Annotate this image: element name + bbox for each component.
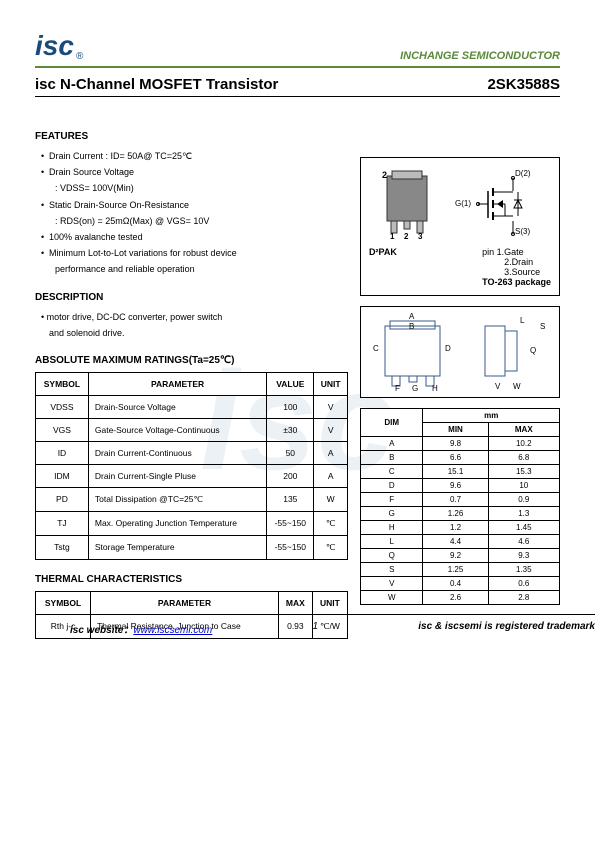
header: isc ® INCHANGE SEMICONDUCTOR bbox=[35, 30, 560, 68]
svg-text:D: D bbox=[445, 344, 451, 353]
website-label: isc website： bbox=[70, 625, 133, 636]
product-title: isc N-Channel MOSFET Transistor bbox=[35, 76, 278, 93]
content: FEATURES Drain Current : ID= 50A@ TC=25℃… bbox=[35, 117, 560, 639]
dimension-drawing-box: A B C D F H G L S Q V W bbox=[360, 306, 560, 398]
package-diagram-box: 2 1 2 3 D(2) G(1) S(3) bbox=[360, 157, 560, 296]
feature-item: Static Drain-Source On-Resistance bbox=[41, 197, 348, 213]
pin3-label: 3.Source bbox=[482, 267, 551, 277]
table-row: Q9.29.3 bbox=[361, 549, 560, 563]
svg-text:W: W bbox=[513, 382, 521, 391]
ratings-table: SYMBOL PARAMETER VALUE UNIT VDSSDrain-So… bbox=[35, 372, 348, 560]
logo-text: isc bbox=[35, 30, 74, 62]
svg-text:S: S bbox=[540, 322, 545, 331]
table-header-row: DIM mm bbox=[361, 409, 560, 423]
website-link[interactable]: www.iscsemi.com bbox=[133, 625, 212, 636]
features-heading: FEATURES bbox=[35, 131, 348, 142]
logo: isc ® bbox=[35, 30, 83, 62]
table-header-row: SYMBOL PARAMETER VALUE UNIT bbox=[36, 372, 348, 395]
col-unit: UNIT bbox=[312, 591, 347, 614]
col-parameter: PARAMETER bbox=[88, 372, 266, 395]
table-row: A9.810.2 bbox=[361, 437, 560, 451]
d2pak-icon: 2 1 2 3 bbox=[377, 166, 437, 241]
pin1-label: pin 1.Gate bbox=[482, 247, 551, 257]
svg-text:G: G bbox=[412, 384, 418, 391]
feature-item: Drain Current : ID= 50A@ TC=25℃ bbox=[41, 148, 348, 164]
package-name: D²PAK bbox=[369, 247, 397, 287]
col-unit: UNIT bbox=[314, 372, 348, 395]
table-row: W2.62.8 bbox=[361, 591, 560, 605]
table-row: L4.44.6 bbox=[361, 535, 560, 549]
table-row: G1.261.3 bbox=[361, 507, 560, 521]
svg-text:G(1): G(1) bbox=[455, 199, 471, 208]
feature-sub: performance and reliable operation bbox=[41, 261, 348, 277]
package-image: 2 1 2 3 bbox=[377, 166, 437, 243]
table-row: VGSGate-Source Voltage-Continuous±30V bbox=[36, 418, 348, 441]
package-type: TO-263 package bbox=[482, 277, 551, 287]
feature-sub: : RDS(on) = 25mΩ(Max) @ VGS= 10V bbox=[41, 213, 348, 229]
ratings-heading: ABSOLUTE MAXIMUM RATINGS(Ta=25℃) bbox=[35, 355, 348, 366]
svg-text:A: A bbox=[409, 312, 415, 321]
svg-text:B: B bbox=[409, 322, 414, 331]
table-row: F0.70.9 bbox=[361, 493, 560, 507]
mosfet-icon: D(2) G(1) S(3) bbox=[453, 166, 543, 241]
table-row: PDTotal Dissipation @TC=25℃135W bbox=[36, 487, 348, 511]
part-number: 2SK3588S bbox=[487, 76, 560, 93]
page-number: 1 bbox=[312, 621, 318, 636]
col-symbol: SYMBOL bbox=[36, 591, 91, 614]
footer: isc website：www.iscsemi.com 1 isc & iscs… bbox=[70, 614, 595, 636]
svg-text:Q: Q bbox=[530, 346, 536, 355]
table-row: D9.610 bbox=[361, 479, 560, 493]
mosfet-symbol: D(2) G(1) S(3) bbox=[453, 166, 543, 243]
table-row: B6.66.8 bbox=[361, 451, 560, 465]
svg-text:L: L bbox=[520, 316, 525, 325]
col-symbol: SYMBOL bbox=[36, 372, 89, 395]
dimension-drawing-icon: A B C D F H G L S Q V W bbox=[365, 311, 555, 391]
pin2-label: 2.Drain bbox=[482, 257, 551, 267]
feature-item: 100% avalanche tested bbox=[41, 229, 348, 245]
table-row: IDDrain Current-Continuous50A bbox=[36, 441, 348, 464]
svg-text:D(2): D(2) bbox=[515, 169, 531, 178]
feature-item: Minimum Lot-to-Lot variations for robust… bbox=[41, 245, 348, 261]
company-name: INCHANGE SEMICONDUCTOR bbox=[400, 50, 560, 62]
table-row: VDSSDrain-Source Voltage100V bbox=[36, 395, 348, 418]
svg-text:2: 2 bbox=[382, 170, 387, 180]
col-max: MAX bbox=[278, 591, 312, 614]
col-min: MIN bbox=[423, 423, 488, 437]
thermal-heading: THERMAL CHARACTERISTICS bbox=[35, 574, 348, 585]
table-row: TstgStorage Temperature-55~150℃ bbox=[36, 535, 348, 559]
svg-text:V: V bbox=[495, 382, 501, 391]
table-row: V0.40.6 bbox=[361, 577, 560, 591]
left-column: FEATURES Drain Current : ID= 50A@ TC=25℃… bbox=[35, 117, 348, 639]
description-text: motor drive, DC-DC converter, power swit… bbox=[35, 309, 348, 325]
svg-text:H: H bbox=[432, 384, 438, 391]
svg-text:C: C bbox=[373, 344, 379, 353]
col-max: MAX bbox=[488, 423, 559, 437]
feature-sub: : VDSS= 100V(Min) bbox=[41, 180, 348, 196]
features-list: Drain Current : ID= 50A@ TC=25℃ Drain So… bbox=[35, 148, 348, 278]
table-row: IDMDrain Current-Single Pluse200A bbox=[36, 464, 348, 487]
svg-text:S(3): S(3) bbox=[515, 227, 530, 236]
feature-item: Drain Source Voltage bbox=[41, 164, 348, 180]
dimensions-table: DIM mm MIN MAX A9.810.2 B6.66.8 C15.115.… bbox=[360, 408, 560, 605]
table-row: C15.115.3 bbox=[361, 465, 560, 479]
table-row: S1.251.35 bbox=[361, 563, 560, 577]
table-row: TJMax. Operating Junction Temperature-55… bbox=[36, 511, 348, 535]
col-mm: mm bbox=[423, 409, 560, 423]
col-dim: DIM bbox=[361, 409, 423, 437]
svg-text:F: F bbox=[395, 384, 400, 391]
table-header-row: SYMBOL PARAMETER MAX UNIT bbox=[36, 591, 348, 614]
svg-text:2: 2 bbox=[404, 232, 409, 241]
logo-registered: ® bbox=[76, 51, 83, 62]
footer-left: isc website：www.iscsemi.com bbox=[70, 621, 212, 636]
col-parameter: PARAMETER bbox=[91, 591, 279, 614]
title-row: isc N-Channel MOSFET Transistor 2SK3588S bbox=[35, 76, 560, 97]
trademark-text: isc & iscsemi is registered trademark bbox=[418, 621, 595, 636]
table-row: H1.21.45 bbox=[361, 521, 560, 535]
description-heading: DESCRIPTION bbox=[35, 292, 348, 303]
svg-text:3: 3 bbox=[418, 232, 423, 241]
right-column: 2 1 2 3 D(2) G(1) S(3) bbox=[360, 117, 560, 639]
description-text2: and solenoid drive. bbox=[35, 325, 348, 341]
col-value: VALUE bbox=[267, 372, 314, 395]
svg-text:1: 1 bbox=[390, 232, 395, 241]
